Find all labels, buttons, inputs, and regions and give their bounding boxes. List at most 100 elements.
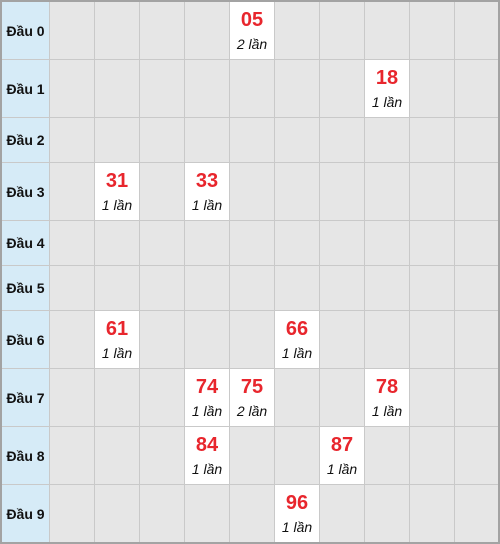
hit-number: 18 [375,66,399,89]
row-header-label: Đầu 8 [6,447,45,464]
empty-cell [455,60,498,118]
empty-cell [95,485,140,542]
empty-cell [230,485,275,542]
empty-cell [320,60,365,118]
empty-cell [140,221,185,266]
hit-number: 75 [240,375,264,398]
empty-cell [230,118,275,163]
empty-cell [365,427,410,485]
empty-cell [140,369,185,427]
row-header: Đầu 9 [2,485,50,542]
empty-cell [185,2,230,60]
row-header: Đầu 3 [2,163,50,221]
empty-cell [365,266,410,311]
hit-count: 1 lần [101,196,133,213]
empty-cell [365,2,410,60]
row-header-label: Đầu 7 [6,389,45,406]
empty-cell [410,163,455,221]
empty-cell [320,266,365,311]
empty-cell [185,60,230,118]
empty-cell [50,266,95,311]
empty-cell [140,163,185,221]
hit-cell: 33 1 lần [185,163,230,221]
empty-cell [50,427,95,485]
hit-count: 1 lần [281,519,313,535]
hit-cell: 18 1 lần [365,60,410,118]
empty-cell [410,221,455,266]
hit-number: 87 [330,433,354,456]
empty-cell [95,118,140,163]
hit-count: 1 lần [371,93,403,110]
row-header-label: Đầu 3 [6,183,45,200]
empty-cell [95,2,140,60]
empty-cell [50,118,95,163]
empty-cell [140,60,185,118]
empty-cell [95,60,140,118]
empty-cell [50,485,95,542]
row-header: Đầu 2 [2,118,50,163]
hit-number: 66 [285,317,309,340]
hit-count: 2 lần [236,35,268,52]
empty-cell [410,60,455,118]
empty-cell [455,311,498,369]
row-header-label: Đầu 2 [6,132,45,148]
empty-cell [275,369,320,427]
hit-number: 61 [105,317,129,340]
row-header-label: Đầu 9 [6,506,45,522]
empty-cell [410,485,455,542]
hit-cell: 87 1 lần [320,427,365,485]
row-header-label: Đầu 0 [6,22,45,39]
row-header: Đầu 1 [2,60,50,118]
row-header-label: Đầu 1 [6,80,45,97]
row-header-label: Đầu 4 [6,235,45,251]
hit-cell: 75 2 lần [230,369,275,427]
row-header: Đầu 8 [2,427,50,485]
empty-cell [320,369,365,427]
hit-count: 1 lần [191,402,223,419]
empty-cell [140,118,185,163]
hit-cell: 66 1 lần [275,311,320,369]
hit-number: 31 [105,169,129,192]
empty-cell [275,427,320,485]
empty-cell [365,118,410,163]
empty-cell [410,427,455,485]
empty-cell [140,2,185,60]
empty-cell [410,266,455,311]
hit-count: 1 lần [101,344,133,361]
empty-cell [140,311,185,369]
empty-cell [320,118,365,163]
empty-cell [410,2,455,60]
hit-number: 74 [195,375,219,398]
empty-cell [185,311,230,369]
row-header: Đầu 4 [2,221,50,266]
empty-cell [185,485,230,542]
hit-cell: 96 1 lần [275,485,320,542]
empty-cell [230,311,275,369]
hit-number: 84 [195,433,219,456]
hit-cell: 31 1 lần [95,163,140,221]
empty-cell [185,118,230,163]
hit-cell: 78 1 lần [365,369,410,427]
empty-cell [50,163,95,221]
row-header-label: Đầu 6 [6,331,45,348]
empty-cell [410,311,455,369]
empty-cell [455,266,498,311]
row-header: Đầu 0 [2,2,50,60]
empty-cell [365,163,410,221]
row-header: Đầu 5 [2,266,50,311]
empty-cell [320,2,365,60]
empty-cell [455,427,498,485]
hit-count: 1 lần [326,460,358,477]
empty-cell [50,2,95,60]
empty-cell [365,311,410,369]
hit-count: 1 lần [281,344,313,361]
empty-cell [275,221,320,266]
empty-cell [50,369,95,427]
empty-cell [50,60,95,118]
empty-cell [275,60,320,118]
empty-cell [455,2,498,60]
empty-cell [275,163,320,221]
empty-cell [230,221,275,266]
hit-number: 33 [195,169,219,192]
